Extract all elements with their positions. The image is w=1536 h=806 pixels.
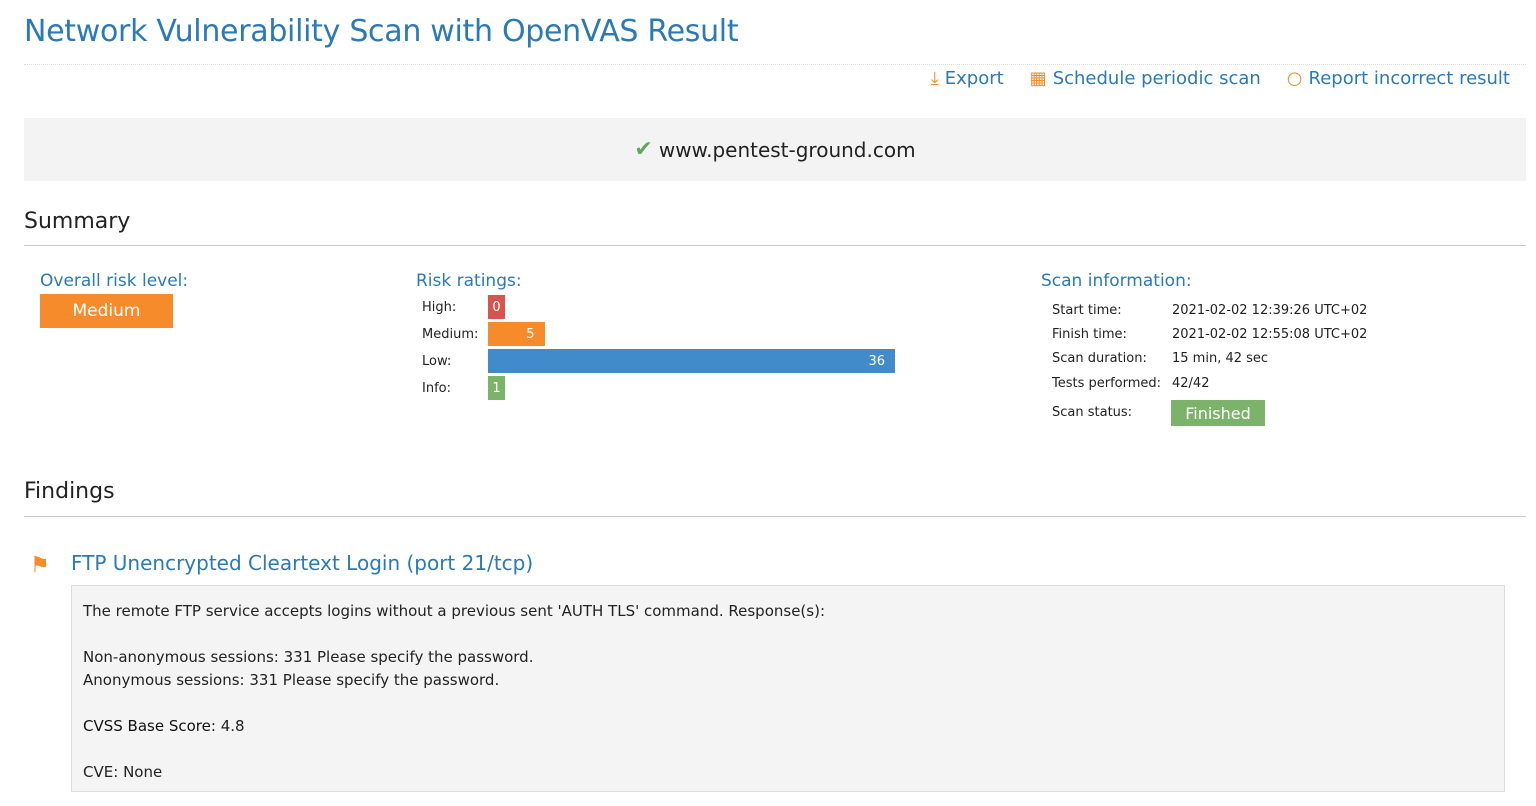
scan-info-row: Tests performed: 42/42 <box>1052 376 1209 391</box>
finding-text: Anonymous sessions: 331 Please specify t… <box>83 671 500 689</box>
cvss-row: CVSS Base Score: 4.8 <box>83 715 1493 738</box>
finding-text: The remote FTP service accepts logins wi… <box>83 602 826 620</box>
scan-info-label: Scan information: <box>1041 271 1192 291</box>
overall-risk-badge: Medium <box>40 294 173 328</box>
summary-heading: Summary <box>24 209 131 234</box>
divider <box>24 516 1526 517</box>
finding-text: Non-anonymous sessions: 331 Please speci… <box>83 648 534 666</box>
target-banner: ✔ www.pentest-ground.com <box>24 118 1526 181</box>
schedule-scan-button[interactable]: ▦ Schedule periodic scan <box>1030 68 1261 89</box>
key: Scan duration: <box>1052 351 1147 366</box>
finding-details: The remote FTP service accepts logins wi… <box>71 585 1505 792</box>
rating-label: Info: <box>422 380 451 396</box>
value: 2021-02-02 12:55:08 UTC+02 <box>1172 327 1368 342</box>
check-icon: ✔ <box>634 137 653 162</box>
overall-risk-label: Overall risk level: <box>40 271 189 291</box>
finding-title[interactable]: FTP Unencrypted Cleartext Login (port 21… <box>71 551 534 575</box>
value: 42/42 <box>1172 376 1210 391</box>
value: 15 min, 42 sec <box>1172 351 1269 366</box>
rating-label: High: <box>422 299 457 315</box>
value: 2021-02-02 12:39:26 UTC+02 <box>1172 303 1368 318</box>
cve-label: CVE: <box>83 763 119 781</box>
key: Tests performed: <box>1052 376 1162 391</box>
rating-label: Low: <box>422 353 452 369</box>
scan-info-row: Scan duration: 15 min, 42 sec <box>1052 351 1268 366</box>
key: Finish time: <box>1052 327 1127 342</box>
cve-row: CVE: None <box>83 761 1493 784</box>
cve-value: None <box>123 763 163 781</box>
flag-icon: ⚑ <box>30 553 50 578</box>
scan-info-row: Scan status: <box>1052 405 1172 420</box>
export-button[interactable]: ⤓ Export <box>931 68 1004 89</box>
target-host: www.pentest-ground.com <box>658 137 916 162</box>
rating-bar: 5 <box>488 322 545 346</box>
report-label: Report incorrect result <box>1308 68 1510 89</box>
schedule-label: Schedule periodic scan <box>1052 68 1261 89</box>
key: Scan status: <box>1052 405 1133 420</box>
scan-info-row: Start time: 2021-02-02 12:39:26 UTC+02 <box>1052 303 1367 318</box>
page-title: Network Vulnerability Scan with OpenVAS … <box>24 14 739 49</box>
action-bar: ⤓ Export ▦ Schedule periodic scan ○ Report … <box>931 68 1510 89</box>
findings-heading: Findings <box>24 479 115 504</box>
rating-bar: 1 <box>488 376 505 400</box>
divider <box>24 64 1526 65</box>
cvss-label: CVSS Base Score: <box>83 717 216 735</box>
scan-info-row: Finish time: 2021-02-02 12:55:08 UTC+02 <box>1052 327 1367 342</box>
export-label: Export <box>944 68 1004 89</box>
rating-label: Medium: <box>422 326 479 342</box>
risk-ratings-label: Risk ratings: <box>416 271 522 291</box>
cvss-value: 4.8 <box>220 717 245 735</box>
download-icon: ⤓ <box>930 68 939 89</box>
rating-bar: 36 <box>488 349 895 373</box>
calendar-icon: ▦ <box>1029 68 1047 89</box>
rating-bar: 0 <box>488 295 505 319</box>
comment-icon: ○ <box>1286 68 1303 89</box>
report-incorrect-button[interactable]: ○ Report incorrect result <box>1287 68 1510 89</box>
key: Start time: <box>1052 303 1122 318</box>
scan-status-badge: Finished <box>1171 400 1265 426</box>
divider <box>24 245 1526 246</box>
